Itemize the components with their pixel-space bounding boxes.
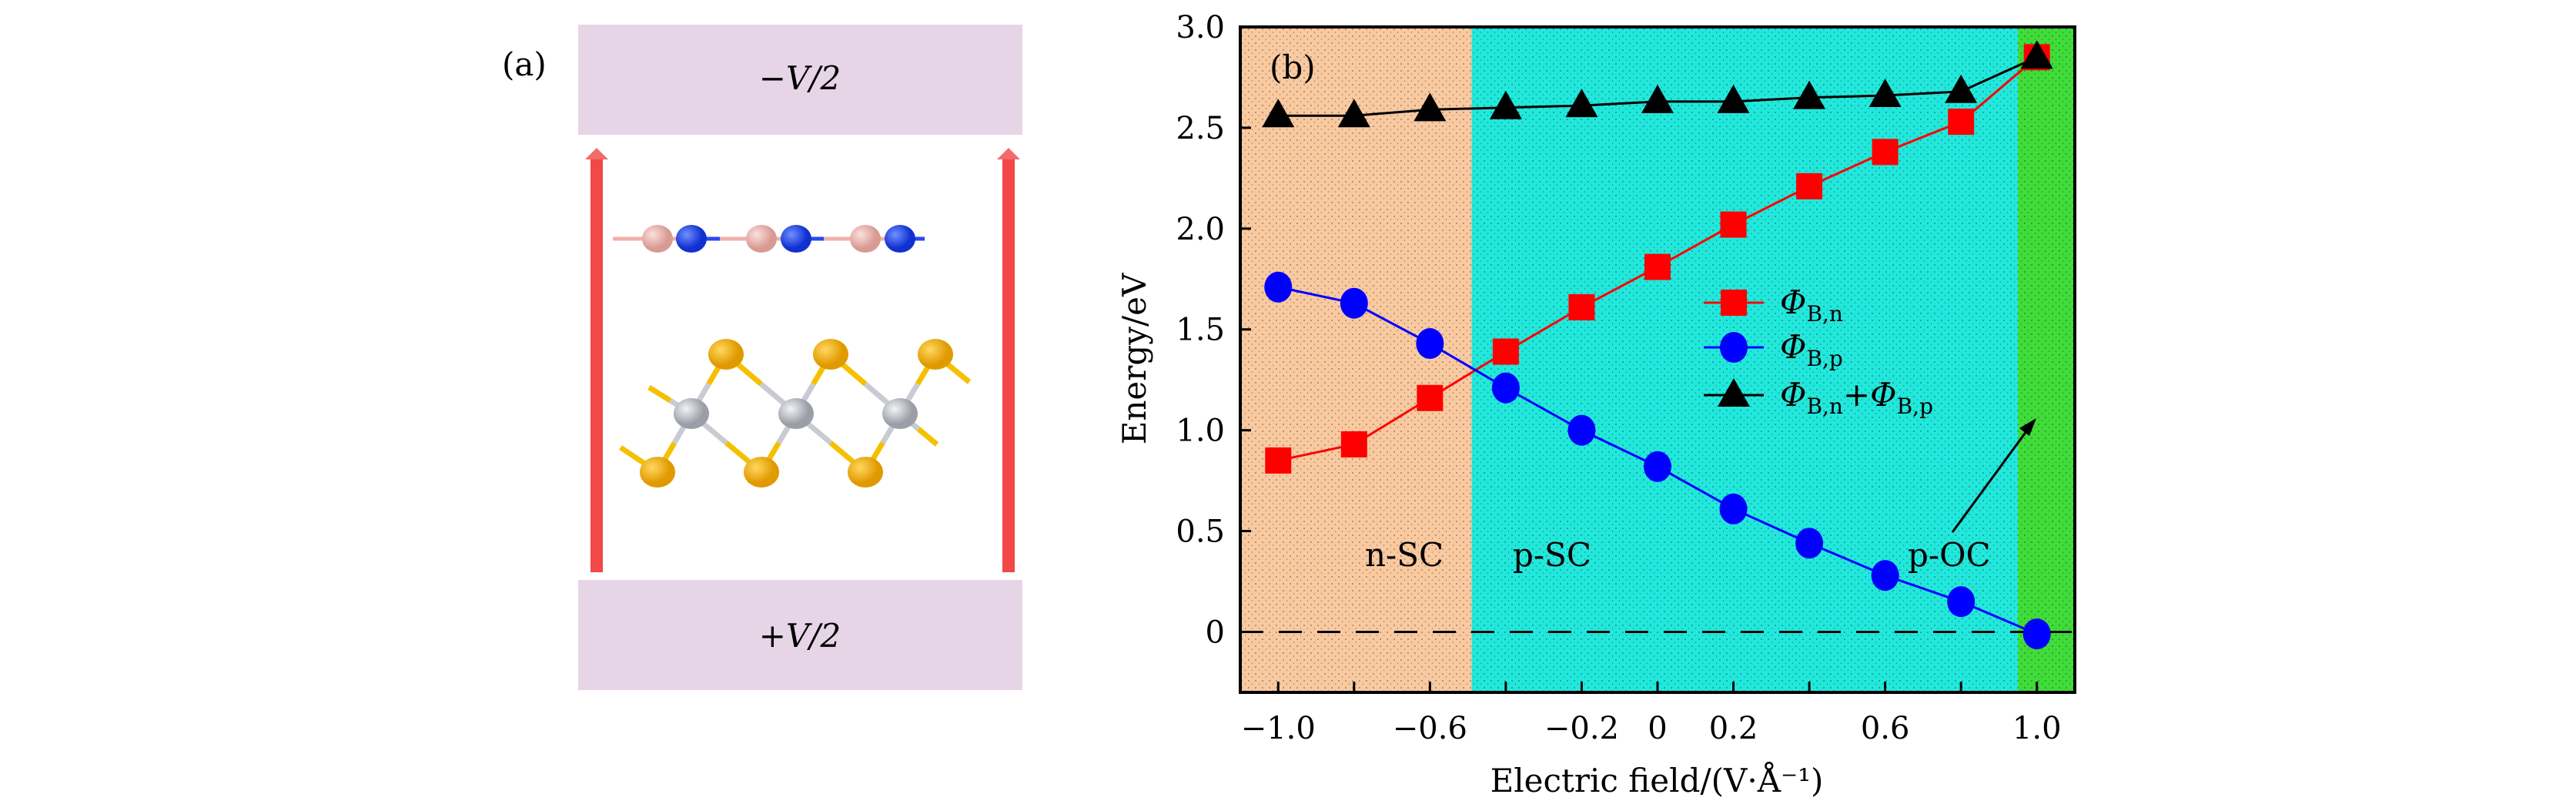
data-point-triangle [1945, 74, 1978, 103]
boron-atom [850, 225, 881, 253]
data-point-circle [1416, 328, 1444, 360]
legend: ΦB,nΦB,p ΦB,n+ΦB,p [1704, 283, 1933, 419]
mos2-bond [647, 385, 672, 403]
data-point-square [1948, 109, 1975, 136]
data-point-triangle [2020, 40, 2053, 69]
legend-label: ΦB,n+ΦB,p [1780, 376, 1933, 419]
metal-atom [778, 398, 814, 429]
region-label: p-OC [1908, 536, 1991, 574]
data-point-triangle [1413, 92, 1447, 122]
x-tick-label: 1.0 [2012, 711, 2062, 746]
region-texture [1240, 27, 1472, 692]
data-point-circle [1795, 528, 1824, 559]
data-point-square [1568, 293, 1595, 320]
field-arrow-right [997, 148, 1020, 572]
y-tick-label: 1.5 [1176, 313, 1225, 348]
field-arrow-left [585, 148, 608, 572]
panel-b-label: (b) [1270, 49, 1316, 86]
data-point-triangle [1262, 99, 1295, 128]
data-point-triangle [1337, 99, 1370, 128]
legend-label: ΦB,n [1780, 283, 1843, 327]
data-point-circle [1491, 372, 1520, 404]
sulfur-atom [744, 457, 779, 488]
region-texture [1471, 27, 2019, 692]
data-point-square [1720, 211, 1747, 238]
data-point-square [1872, 139, 1899, 166]
data-point-circle [1264, 271, 1293, 303]
region-label: n-SC [1365, 536, 1444, 574]
data-point-circle [1871, 560, 1899, 591]
x-tick-label: −1.0 [1241, 711, 1316, 746]
y-tick-label: 2.5 [1176, 111, 1225, 146]
sulfur-atom [918, 339, 953, 370]
x-tick-label: −0.6 [1393, 711, 1467, 746]
nitrogen-atom [676, 225, 707, 253]
y-axis-label: Energy/eV [1116, 273, 1153, 444]
mos2-bond [916, 427, 939, 447]
x-tick-label: 0.6 [1861, 711, 1910, 746]
legend-marker-triangle [1718, 378, 1750, 407]
metal-atom [674, 398, 709, 429]
panel-b-chart: −1.0 −0.6 −0.2 0 0.2 0.6 1.0 0 0.5 1.0 1.5 2.0 2.5 3.… [1116, 10, 2076, 799]
metal-atom [882, 398, 918, 429]
data-point-square [1417, 384, 1444, 411]
boron-atom [642, 225, 673, 253]
panel-a: (a) −V/2 +V/2 [502, 25, 1022, 690]
data-point-triangle [1717, 84, 1750, 113]
legend-marker-square [1721, 290, 1747, 316]
data-point-square [1340, 431, 1367, 457]
top-electrode [578, 25, 1022, 135]
sulfur-atom [708, 339, 744, 370]
data-point-circle [1567, 414, 1596, 446]
y-tick-label: 2.0 [1176, 212, 1225, 247]
y-tick-label: 0.5 [1176, 514, 1225, 550]
nitrogen-atom [781, 225, 811, 253]
annotation-arrow [1951, 418, 2036, 533]
data-point-circle [1719, 493, 1748, 524]
data-point-triangle [1565, 89, 1598, 118]
sulfur-atom [813, 339, 848, 370]
sulfur-atom [640, 457, 675, 488]
data-point-square [1492, 338, 1519, 365]
bottom-electrode-label: +V/2 [759, 617, 841, 655]
nitrogen-atom [885, 225, 915, 253]
bn-mos2-heterostructure [613, 225, 972, 488]
legend-marker-circle [1720, 332, 1748, 363]
sulfur-atom [848, 457, 883, 488]
data-point-square [1644, 253, 1671, 280]
data-point-circle [1340, 287, 1368, 319]
data-point-circle [1947, 586, 1975, 618]
data-point-square [1796, 173, 1823, 199]
panel-a-label: (a) [502, 45, 547, 83]
x-tick-label: 0.2 [1709, 711, 1758, 746]
data-point-circle [2022, 618, 2051, 650]
data-point-triangle [1868, 79, 1902, 108]
bottom-electrode [578, 580, 1022, 690]
y-tick-label: 3.0 [1176, 10, 1225, 45]
data-point-square [1265, 447, 1292, 474]
top-electrode-label: −V/2 [759, 59, 841, 97]
region-label: p-SC [1513, 536, 1591, 574]
data-point-circle [1644, 451, 1671, 482]
legend-label: ΦB,p [1780, 328, 1843, 371]
data-point-triangle [1489, 90, 1522, 119]
x-tick-label: 0 [1648, 711, 1667, 746]
region-texture [2018, 27, 2075, 692]
data-point-triangle [1793, 80, 1826, 109]
data-point-triangle [1641, 84, 1674, 113]
x-tick-label: −0.2 [1544, 711, 1619, 746]
x-axis-label: Electric field/(V·Å⁻¹) [1490, 761, 1824, 799]
y-tick-label: 0 [1206, 615, 1225, 650]
y-tick-label: 1.0 [1176, 414, 1225, 449]
boron-atom [746, 225, 777, 253]
